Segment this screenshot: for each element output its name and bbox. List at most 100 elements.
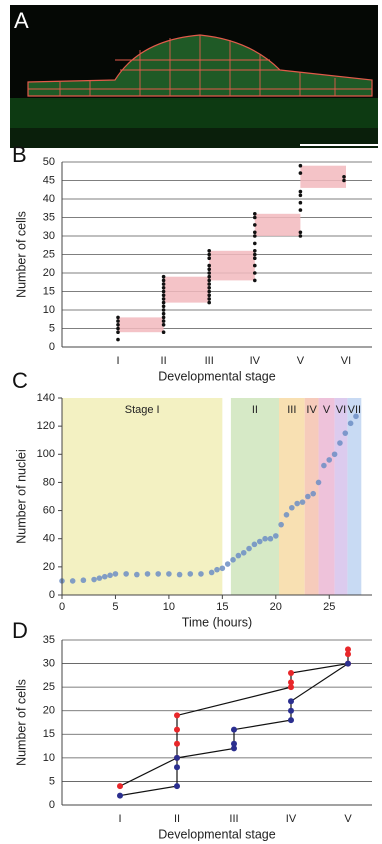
data-point <box>342 178 346 183</box>
y-tick-label: 60 <box>43 504 55 516</box>
y-tick-label: 100 <box>37 448 55 460</box>
data-point <box>294 500 300 507</box>
data-point <box>161 297 166 301</box>
x-tick-label: II <box>161 355 167 367</box>
y-tick-label: 40 <box>43 193 55 205</box>
data-point <box>174 783 180 790</box>
stage-region <box>347 398 362 595</box>
x-axis-label: Developmental stage <box>158 827 275 841</box>
stage-region <box>62 398 223 595</box>
data-point <box>253 271 257 275</box>
x-axis-label: Developmental stage <box>158 369 275 383</box>
data-point <box>299 499 306 505</box>
y-tick-label: 5 <box>49 322 55 334</box>
range-box <box>163 276 210 303</box>
data-point <box>283 511 290 518</box>
data-point <box>101 573 108 580</box>
data-point <box>112 571 119 577</box>
x-tick-label: 25 <box>323 601 335 613</box>
data-point <box>298 230 303 235</box>
data-point <box>161 286 166 290</box>
data-point <box>161 315 166 320</box>
stage-region <box>279 398 305 595</box>
data-point <box>174 764 180 771</box>
y-tick-label: 45 <box>43 174 55 186</box>
data-point <box>253 234 257 238</box>
y-tick-label: 40 <box>43 533 55 545</box>
data-point <box>342 175 346 179</box>
data-point <box>278 521 284 528</box>
data-point <box>187 571 194 577</box>
y-tick-label: 50 <box>43 156 55 168</box>
data-point <box>326 457 333 463</box>
x-tick-label: I <box>118 813 121 825</box>
data-point <box>253 263 257 268</box>
data-point <box>256 538 263 545</box>
stage-region <box>230 398 279 595</box>
data-point <box>207 252 211 257</box>
data-point <box>116 337 120 342</box>
data-point <box>231 726 237 733</box>
y-tick-label: 20 <box>43 705 55 717</box>
y-tick-label: 15 <box>43 285 55 297</box>
data-point <box>347 420 354 427</box>
data-point <box>310 490 317 497</box>
data-point <box>288 707 294 714</box>
data-point <box>166 571 172 577</box>
data-point <box>253 256 257 261</box>
x-tick-label: V <box>344 813 352 825</box>
x-tick-label: III <box>205 355 214 367</box>
x-tick-label: 10 <box>163 601 175 613</box>
data-point <box>198 571 204 577</box>
data-point <box>96 575 103 581</box>
x-tick-label: 0 <box>59 601 65 613</box>
data-point <box>144 571 151 577</box>
data-point <box>345 660 351 667</box>
data-point <box>262 535 268 542</box>
x-tick-label: 20 <box>270 601 282 613</box>
y-tick-label: 140 <box>37 392 55 404</box>
y-tick-label: 25 <box>43 681 55 693</box>
data-point <box>240 549 247 556</box>
data-point <box>345 651 351 658</box>
data-point <box>298 208 303 212</box>
x-tick-label: IV <box>250 355 261 367</box>
data-point <box>117 792 123 799</box>
data-point <box>235 552 242 559</box>
y-tick-label: 80 <box>43 476 55 488</box>
stage-region <box>304 398 319 595</box>
range-box <box>118 317 164 333</box>
x-tick-label: VI <box>341 355 351 367</box>
data-point <box>117 783 123 790</box>
stage-label: III <box>287 404 296 416</box>
data-point <box>231 740 237 747</box>
data-point <box>174 726 180 733</box>
data-point <box>207 263 211 268</box>
data-point <box>116 323 120 327</box>
data-point <box>116 315 120 320</box>
data-point <box>267 535 274 542</box>
x-tick-label: I <box>116 355 119 367</box>
data-point <box>289 504 295 511</box>
data-point <box>253 215 257 220</box>
y-tick-label: 35 <box>43 634 55 646</box>
range-box <box>209 250 255 281</box>
data-point <box>253 249 257 253</box>
data-point <box>288 717 294 724</box>
stage-label: IV <box>306 404 317 416</box>
data-point <box>161 289 166 294</box>
x-axis-label: Time (hours) <box>182 615 252 629</box>
data-point <box>337 440 343 446</box>
data-point <box>298 163 303 168</box>
data-point <box>207 271 211 275</box>
data-point <box>251 541 258 548</box>
data-point <box>161 330 166 335</box>
y-tick-label: 5 <box>49 775 55 787</box>
data-point <box>321 462 327 469</box>
data-point <box>116 319 120 323</box>
stage-label: VI <box>336 404 346 416</box>
data-point <box>91 576 97 583</box>
data-point <box>161 282 166 286</box>
data-point <box>253 241 257 246</box>
y-tick-label: 120 <box>37 420 55 432</box>
